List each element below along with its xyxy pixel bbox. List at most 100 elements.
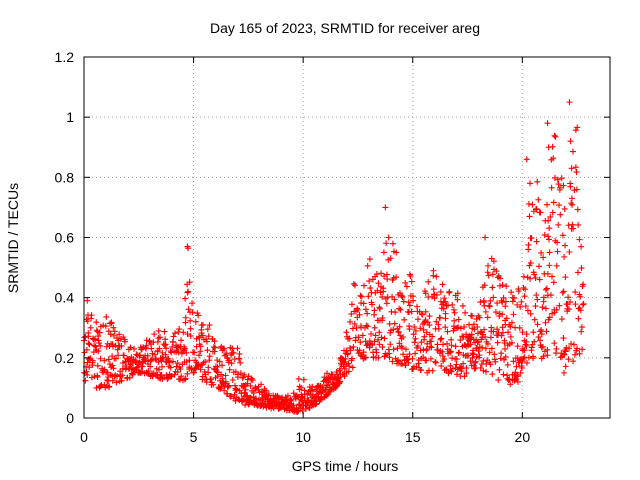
data-point bbox=[490, 258, 497, 265]
data-point bbox=[355, 334, 362, 341]
data-point bbox=[229, 376, 236, 383]
data-point bbox=[558, 175, 565, 182]
data-point bbox=[560, 182, 567, 189]
data-point bbox=[116, 331, 123, 338]
y-tick-label: 0.6 bbox=[55, 230, 75, 246]
data-point bbox=[184, 243, 191, 250]
data-point bbox=[496, 366, 503, 373]
data-point bbox=[201, 368, 208, 375]
data-point bbox=[110, 324, 117, 331]
data-point bbox=[400, 334, 407, 341]
data-point bbox=[205, 333, 212, 340]
data-point bbox=[161, 342, 168, 349]
data-point bbox=[383, 300, 390, 307]
data-point bbox=[448, 336, 455, 343]
data-point bbox=[553, 306, 560, 313]
data-point bbox=[366, 256, 373, 263]
data-point bbox=[226, 357, 233, 364]
data-point bbox=[373, 349, 380, 356]
data-point bbox=[219, 362, 226, 369]
data-point bbox=[498, 332, 505, 339]
data-point bbox=[187, 325, 194, 332]
data-point bbox=[560, 335, 567, 342]
data-point bbox=[357, 339, 364, 346]
data-point bbox=[375, 354, 382, 361]
data-point bbox=[565, 356, 572, 363]
data-point bbox=[307, 387, 314, 394]
data-point bbox=[109, 362, 116, 369]
data-point bbox=[469, 354, 476, 361]
data-point bbox=[461, 323, 468, 330]
data-point bbox=[144, 352, 151, 359]
data-point bbox=[549, 209, 556, 216]
data-point bbox=[113, 379, 120, 386]
data-point bbox=[373, 271, 380, 278]
data-point bbox=[442, 324, 449, 331]
data-point bbox=[393, 249, 400, 256]
data-point bbox=[114, 346, 121, 353]
data-point bbox=[174, 369, 181, 376]
data-point bbox=[551, 132, 558, 139]
data-point bbox=[579, 301, 586, 308]
data-point bbox=[545, 217, 552, 224]
data-point bbox=[570, 358, 577, 365]
data-point bbox=[170, 339, 177, 346]
data-point bbox=[493, 268, 500, 275]
data-point bbox=[492, 358, 499, 365]
data-point bbox=[572, 289, 579, 296]
data-point bbox=[389, 240, 396, 247]
data-point bbox=[499, 282, 506, 289]
data-point bbox=[410, 331, 417, 338]
data-point bbox=[546, 262, 553, 269]
data-point bbox=[300, 376, 307, 383]
data-point bbox=[426, 322, 433, 329]
data-point bbox=[204, 326, 211, 333]
data-point bbox=[136, 352, 143, 359]
data-point bbox=[527, 259, 534, 266]
data-point bbox=[444, 340, 451, 347]
data-point bbox=[562, 274, 569, 281]
data-point bbox=[561, 205, 568, 212]
data-point bbox=[298, 384, 305, 391]
data-point bbox=[578, 265, 585, 272]
data-point bbox=[490, 294, 497, 301]
data-point bbox=[539, 304, 546, 311]
data-point bbox=[566, 345, 573, 352]
data-point bbox=[576, 236, 583, 243]
data-point bbox=[203, 338, 210, 345]
data-point bbox=[441, 295, 448, 302]
data-point bbox=[557, 211, 564, 218]
data-point bbox=[456, 349, 463, 356]
data-point bbox=[542, 319, 549, 326]
data-point bbox=[499, 299, 506, 306]
data-point bbox=[529, 201, 536, 208]
data-point bbox=[477, 365, 484, 372]
tick-labels: 0 0.2 0.4 0.6 0.8 1 1.2 0 5 10 15 20 bbox=[55, 49, 531, 445]
data-point bbox=[544, 270, 551, 277]
data-point bbox=[290, 390, 297, 397]
data-point bbox=[485, 262, 492, 269]
data-point bbox=[83, 346, 90, 353]
data-point bbox=[403, 283, 410, 290]
data-point bbox=[374, 287, 381, 294]
y-tick-label: 0.8 bbox=[55, 169, 75, 185]
data-point bbox=[435, 325, 442, 332]
data-point bbox=[554, 248, 561, 255]
data-point bbox=[222, 372, 229, 379]
data-point bbox=[184, 289, 191, 296]
data-point bbox=[516, 324, 523, 331]
data-point bbox=[562, 242, 569, 249]
data-point bbox=[229, 345, 236, 352]
data-point bbox=[530, 329, 537, 336]
data-point bbox=[309, 383, 316, 390]
data-point bbox=[572, 164, 579, 171]
data-point bbox=[555, 181, 562, 188]
data-point bbox=[379, 314, 386, 321]
data-point bbox=[420, 354, 427, 361]
data-point bbox=[92, 343, 99, 350]
data-point bbox=[109, 343, 116, 350]
data-point bbox=[508, 289, 515, 296]
data-point bbox=[442, 298, 449, 305]
y-tick-label: 1.2 bbox=[55, 49, 75, 65]
data-point bbox=[406, 302, 413, 309]
